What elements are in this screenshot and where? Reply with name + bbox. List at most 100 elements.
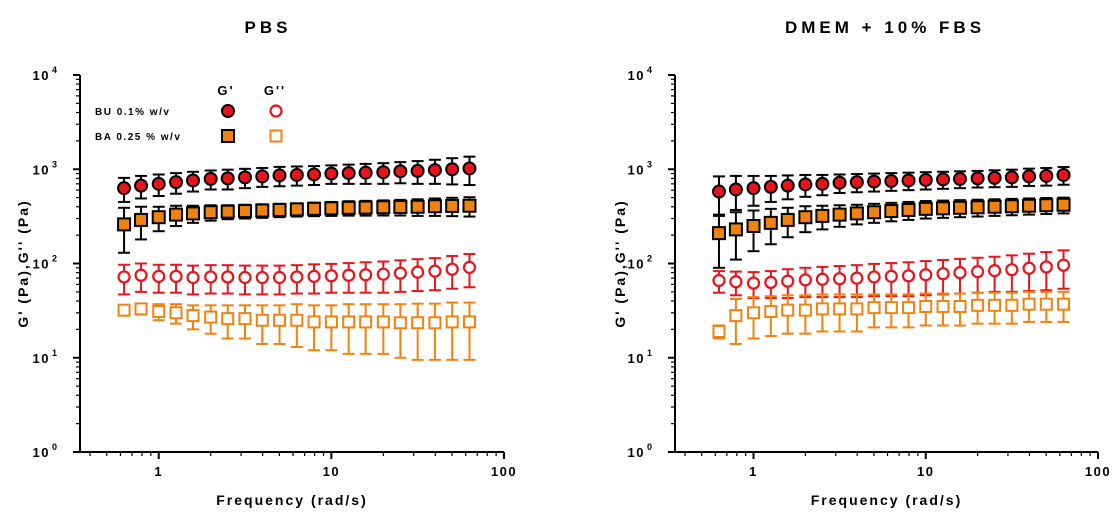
series-ba-storage — [117, 196, 477, 254]
data-point — [237, 170, 252, 185]
data-point — [747, 306, 761, 320]
data-point — [221, 270, 235, 284]
data-point — [117, 270, 131, 284]
y-tick-exponent: 4 — [52, 65, 57, 75]
data-point — [884, 301, 898, 315]
data-point — [781, 274, 795, 288]
data-point — [324, 315, 338, 329]
y-axis-label: G' (Pa),G'' (Pa) — [612, 199, 628, 327]
series-bu-storage — [711, 166, 1071, 217]
data-point — [134, 212, 149, 227]
data-point — [746, 276, 761, 290]
x-tick-label: 100 — [1085, 464, 1111, 479]
data-point — [798, 210, 813, 225]
data-point — [832, 207, 847, 222]
data-point — [953, 266, 967, 280]
data-point — [987, 199, 1002, 214]
y-tick-label: 10 — [628, 257, 645, 272]
data-point — [203, 205, 218, 220]
data-point — [798, 303, 812, 317]
data-point — [151, 210, 166, 225]
data-point — [849, 175, 864, 190]
data-point — [867, 270, 881, 284]
y-tick-exponent: 1 — [647, 348, 652, 358]
data-point — [850, 271, 864, 285]
data-point — [712, 324, 726, 338]
data-point — [952, 171, 967, 186]
data-point — [832, 175, 847, 190]
y-axis-label: G' (Pa),G'' (Pa) — [15, 199, 31, 327]
data-point — [1039, 198, 1054, 213]
data-point — [376, 165, 391, 180]
data-point — [919, 299, 933, 313]
data-point — [203, 171, 218, 186]
data-point — [290, 270, 304, 284]
data-point — [798, 273, 812, 287]
data-point — [255, 169, 270, 184]
data-point — [1005, 263, 1019, 277]
data-point — [359, 268, 373, 282]
data-point — [987, 170, 1002, 185]
x-tick-label: 10 — [917, 464, 934, 479]
data-point — [833, 302, 847, 316]
data-point — [780, 178, 795, 193]
data-point — [307, 315, 321, 329]
data-point — [220, 204, 235, 219]
data-point — [867, 174, 882, 189]
data-point — [186, 206, 201, 221]
data-point — [711, 184, 726, 199]
legend-marker-open — [269, 104, 283, 118]
data-point — [850, 302, 864, 316]
data-point — [902, 301, 916, 315]
data-point — [204, 310, 218, 324]
data-point — [971, 265, 985, 279]
chart-title: PBS — [245, 18, 292, 37]
data-point — [1039, 297, 1053, 311]
data-point — [359, 315, 373, 329]
data-point — [324, 166, 339, 181]
data-point — [134, 268, 148, 282]
data-point — [307, 269, 321, 283]
data-point — [728, 182, 743, 197]
legend-label: BU 0.1% w/v — [95, 107, 170, 118]
data-point — [781, 303, 795, 317]
y-tick-exponent: 0 — [647, 442, 652, 452]
y-tick-label: 10 — [33, 351, 50, 366]
data-point — [919, 268, 933, 282]
legend-header-gdoubleprime: G'' — [264, 83, 286, 98]
y-tick-label: 10 — [628, 351, 645, 366]
data-point — [342, 268, 356, 282]
legend-marker-filled — [221, 129, 235, 143]
data-point — [117, 303, 131, 317]
y-tick-exponent: 1 — [52, 348, 57, 358]
y-tick-label: 10 — [33, 162, 50, 177]
data-point — [169, 306, 183, 320]
data-point — [832, 272, 847, 286]
data-point — [1056, 197, 1071, 212]
y-tick-label: 10 — [628, 162, 645, 177]
data-point — [134, 178, 149, 193]
data-point — [445, 262, 459, 276]
data-point — [410, 199, 425, 214]
data-point — [169, 175, 184, 190]
x-tick-label: 1 — [749, 464, 758, 479]
data-point — [255, 203, 270, 218]
data-point — [712, 273, 726, 288]
x-tick-label: 10 — [323, 464, 340, 479]
data-point — [221, 312, 235, 326]
data-point — [936, 172, 951, 187]
y-tick-exponent: 4 — [647, 65, 652, 75]
data-point — [815, 208, 830, 223]
data-point — [1004, 199, 1019, 214]
data-point — [342, 315, 356, 329]
x-tick-label: 100 — [491, 464, 517, 479]
x-tick-label: 1 — [154, 464, 163, 479]
data-point — [427, 163, 442, 178]
data-point — [867, 301, 881, 315]
data-point — [186, 309, 200, 323]
data-point — [273, 313, 287, 327]
data-point — [341, 200, 356, 215]
y-tick-exponent: 2 — [647, 254, 652, 264]
series-ba-storage — [711, 196, 1071, 269]
